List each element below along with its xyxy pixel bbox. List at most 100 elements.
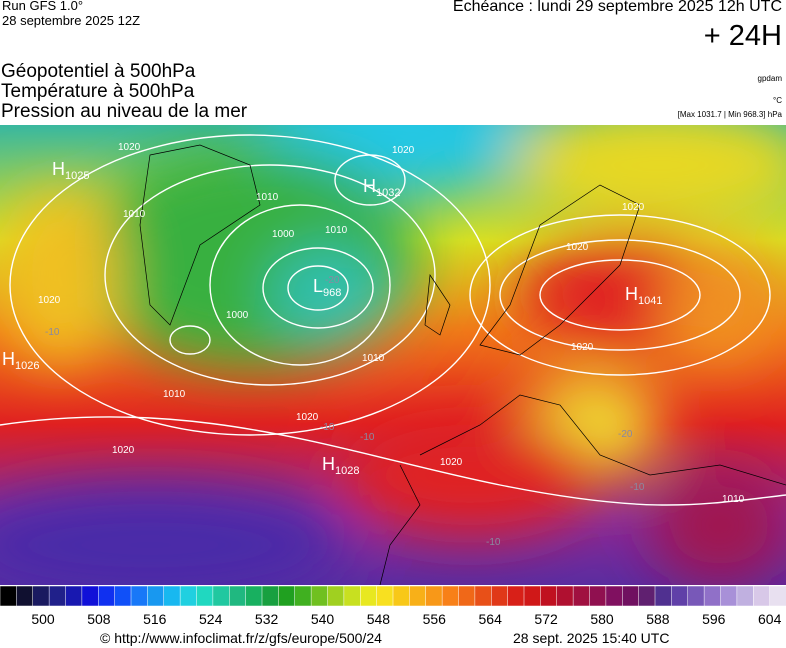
unit: gpdam (757, 74, 782, 83)
isobar-label: 1020 (296, 412, 319, 423)
center-letter: H (322, 454, 335, 474)
center-letter: L (313, 276, 323, 296)
color-swatch (343, 586, 361, 607)
color-swatch (523, 586, 542, 607)
color-swatch (229, 586, 247, 607)
isobars (0, 134, 786, 506)
color-swatch (540, 586, 558, 607)
temperature-label: -20 (618, 429, 633, 440)
color-swatch (114, 586, 132, 607)
isobar-label: 1010 (256, 192, 279, 203)
colorbar-tick: 524 (199, 611, 223, 627)
layer: Température à 500hPa (1, 81, 195, 102)
isobar-label: 1020 (38, 295, 61, 306)
center-value: 1041 (638, 295, 662, 307)
colorbar (0, 586, 786, 607)
color-swatch (376, 586, 394, 607)
temperature-label: -10 (360, 432, 375, 443)
color-swatch (671, 586, 689, 607)
isobar-label: 1010 (123, 209, 146, 220)
isobar-label: 1010 (163, 389, 186, 400)
isobar-label: 1010 (325, 225, 348, 236)
color-swatch (98, 586, 116, 607)
colorbar-tick: 580 (590, 611, 614, 627)
colorbar-tick: 596 (702, 611, 726, 627)
pressure-center: H1041 (625, 284, 662, 307)
isobar-label: 1020 (118, 142, 141, 153)
colorbar-tick: 516 (143, 611, 167, 627)
colorbar-tick: 532 (255, 611, 279, 627)
color-swatch (458, 586, 476, 607)
temperature-label: -10 (630, 482, 645, 493)
color-swatch (753, 586, 771, 607)
echeance: Echéance : lundi 29 septembre 2025 12h U… (452, 0, 782, 15)
run-label: Run GFS 1.0° (2, 0, 84, 13)
color-swatch (16, 586, 34, 607)
center-letter: H (2, 349, 15, 369)
color-swatch (147, 586, 165, 607)
isobar-label: 1000 (226, 310, 249, 321)
color-swatch (0, 586, 18, 607)
color-swatch (474, 586, 492, 607)
center-letter: H (625, 284, 638, 304)
isobar-label: 1020 (571, 342, 594, 353)
center-letter: H (363, 176, 376, 196)
isobar-label: 1000 (272, 229, 295, 240)
color-swatch (310, 586, 329, 607)
colorbar-tick: 540 (311, 611, 335, 627)
colorbar-tick: 548 (367, 611, 391, 627)
color-swatch (130, 586, 149, 607)
pressure-center: H1026 (2, 349, 39, 372)
color-swatch (441, 586, 460, 607)
color-swatch (572, 586, 591, 607)
color-swatch (409, 586, 427, 607)
color-swatch (48, 586, 67, 607)
isobar-label: 1020 (566, 242, 589, 253)
color-swatch (556, 586, 574, 607)
field-blobs (0, 125, 786, 585)
color-swatch (360, 586, 378, 607)
pressure-center: L968 (313, 276, 341, 299)
color-swatch (769, 586, 786, 607)
isobar-label: 1020 (622, 202, 645, 213)
color-swatch (687, 586, 705, 607)
color-swatch (392, 586, 411, 607)
color-swatch (491, 586, 509, 607)
color-swatch (294, 586, 312, 607)
isobar-label: 1020 (392, 145, 415, 156)
center-value: 968 (323, 287, 341, 299)
colorbar-tick: 508 (87, 611, 111, 627)
center-value: 1028 (335, 465, 359, 477)
isobar-label: 1020 (112, 445, 135, 456)
colorbar-tick: 572 (534, 611, 558, 627)
color-swatch (736, 586, 754, 607)
pressure-center: H1028 (322, 454, 359, 477)
color-swatch (212, 586, 230, 607)
color-swatch (507, 586, 525, 607)
color-swatch (638, 586, 656, 607)
temperature-label: -10 (320, 422, 335, 433)
colorbar-labels: 500 508 516 524 532 540 548 556 564 572 580 588 596 6… (31, 611, 782, 627)
lead-time: + 24H (703, 20, 782, 52)
center-value: 1032 (376, 187, 400, 199)
center-value: 1025 (65, 170, 89, 182)
color-swatch (196, 586, 214, 607)
color-swatch (179, 586, 198, 607)
pressure-center: H1032 (363, 176, 400, 199)
color-swatch (163, 586, 181, 607)
temperature-label: -20 (325, 275, 340, 286)
colorbar-tick: 604 (758, 611, 782, 627)
center-value: 1026 (15, 360, 39, 372)
isobar-label: 1010 (722, 494, 745, 505)
color-swatch (654, 586, 673, 607)
color-swatch (81, 586, 99, 607)
colorbar-tick: 588 (646, 611, 670, 627)
color-swatch (327, 586, 345, 607)
colorbar-tick: 564 (479, 611, 503, 627)
isobar-label: 1020 (440, 457, 463, 468)
color-swatch (589, 586, 607, 607)
color-swatch (425, 586, 443, 607)
temperature-label: -10 (45, 327, 60, 338)
